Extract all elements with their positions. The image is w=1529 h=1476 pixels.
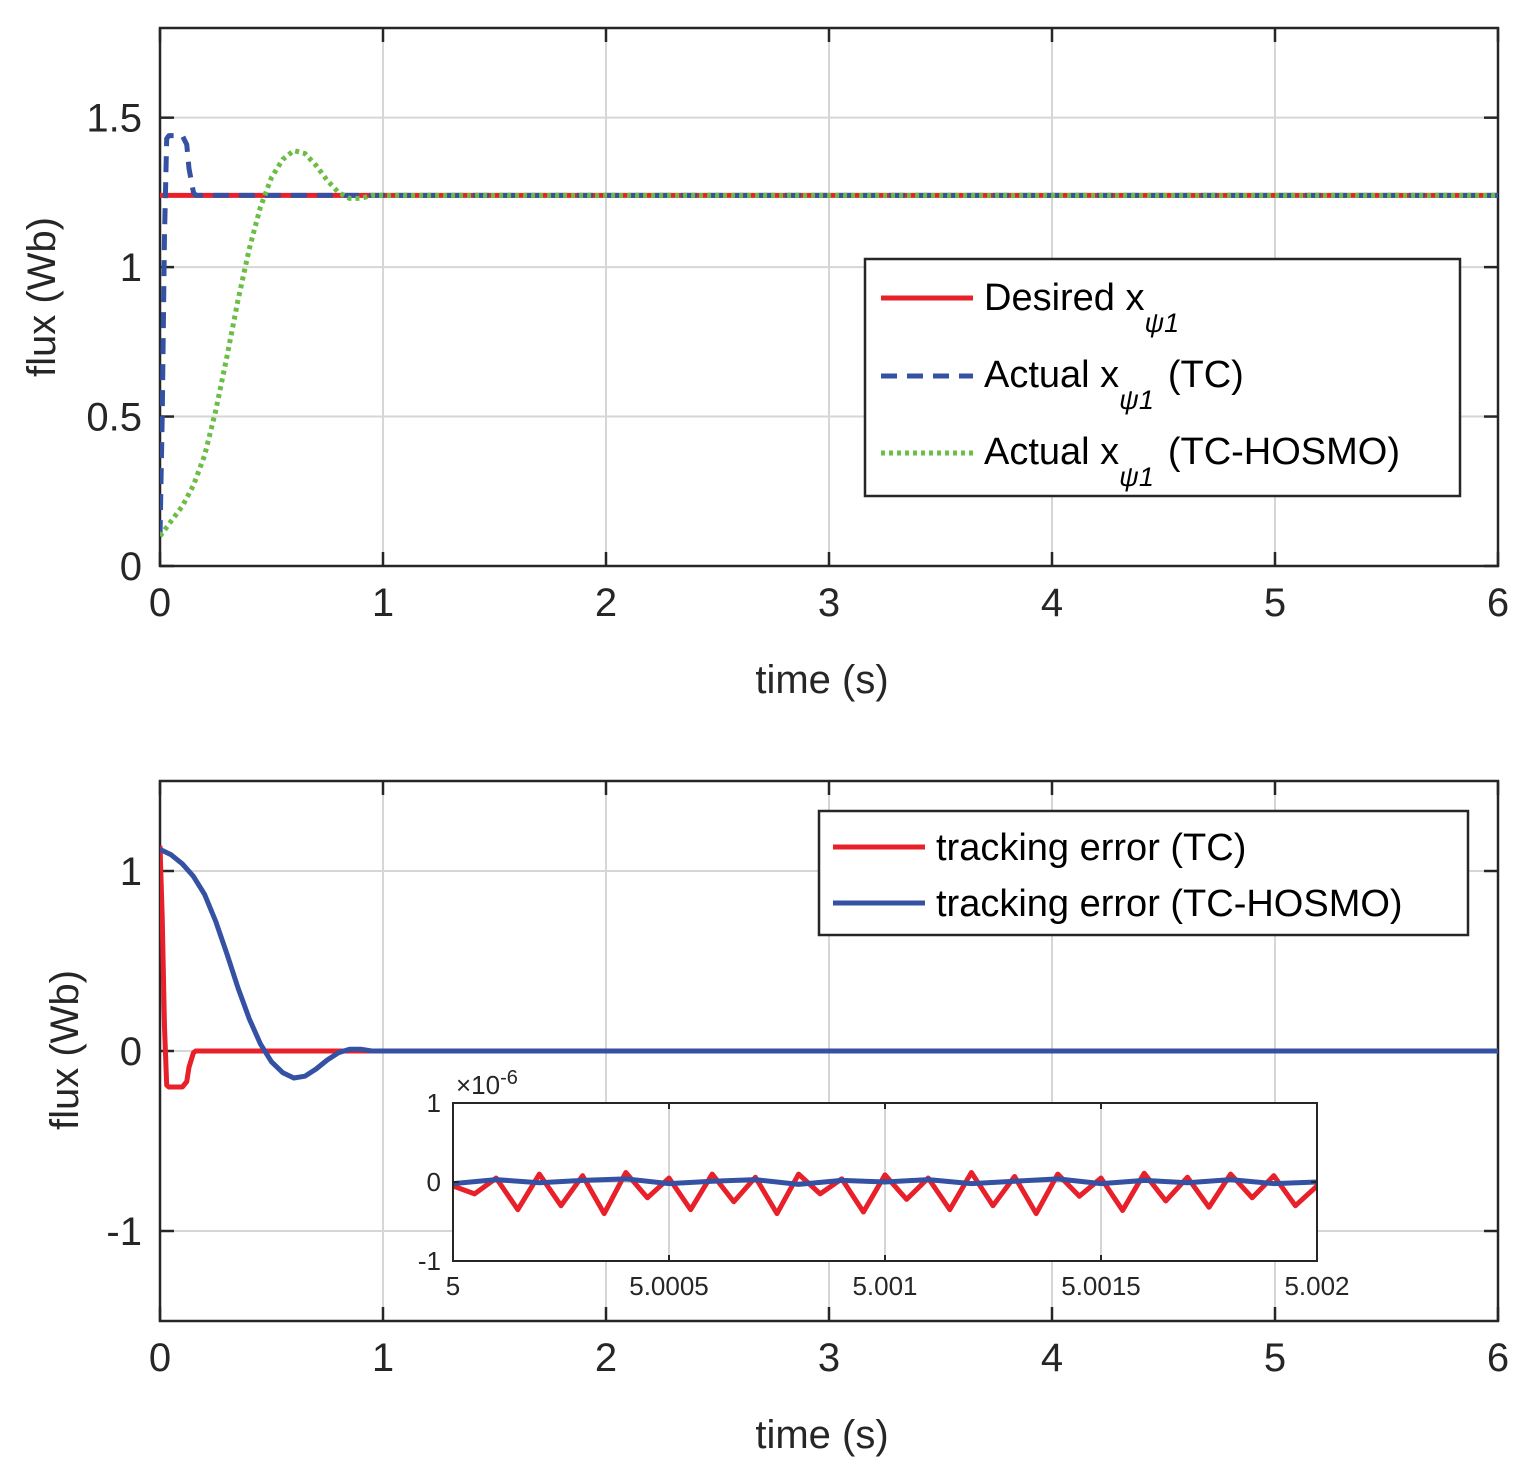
inset-xtick-label-3: 5.0015 <box>1061 1271 1141 1301</box>
inset-exponent-base: ×10 <box>456 1070 500 1100</box>
top-chart-xlabel: time (s) <box>755 658 888 702</box>
inset-xtick-label-2: 5.001 <box>852 1271 917 1301</box>
bottom-chart-xtick-label-4: 4 <box>1041 1336 1063 1380</box>
bottom-chart-legend: tracking error (TC) tracking error (TC-H… <box>817 809 1470 937</box>
bottom-chart-ticks: 0 1 2 3 4 5 6 -1 0 1 <box>106 781 1509 1380</box>
legend-entry-actual-tc-suffix: (TC) <box>1168 354 1244 396</box>
top-chart-ylabel: flux (Wb) <box>20 217 64 377</box>
bottom-chart-xtick-label-6: 6 <box>1487 1336 1509 1380</box>
bottom-chart-series-tracking-error-tc <box>160 845 1498 1090</box>
inset-ytick-label-1: 0 <box>427 1167 441 1197</box>
bottom-chart-ytick-label-0: -1 <box>106 1210 142 1254</box>
inset-chart: 5 5.0005 5.001 5.0015 5.002 -1 0 1 ×10-6 <box>418 1067 1350 1301</box>
legend-entry-desired-main: Desired x <box>984 277 1145 319</box>
top-chart: 0 1 2 3 4 5 6 0 0.5 1 1.5 time (s) flux (Wb) Desir… <box>20 26 1509 702</box>
inset-xtick-label-1: 5.0005 <box>629 1271 709 1301</box>
legend-entry-actual-tc-hosmo: Actual xψ1 (TC-HOSMO) <box>984 431 1400 492</box>
inset-series-tracking-error-tc <box>453 1170 1317 1217</box>
top-chart-xtick-label-0: 0 <box>149 581 171 625</box>
legend-entry-actual-tc-hosmo-main: Actual x <box>984 431 1119 473</box>
legend-entry-actual-tc-main: Actual x <box>984 354 1119 396</box>
inset-ytick-label-0: -1 <box>418 1246 441 1276</box>
bottom-chart: 0 1 2 3 4 5 6 -1 0 1 time (s) flux (Wb) tracking … <box>43 779 1509 1457</box>
top-chart-ticks: 0 1 2 3 4 5 6 0 0.5 1 1.5 <box>86 28 1509 625</box>
top-chart-xtick-label-3: 3 <box>818 581 840 625</box>
top-chart-ytick-label-1: 0.5 <box>86 396 142 440</box>
top-chart-xtick-label-4: 4 <box>1041 581 1063 625</box>
top-chart-xtick-label-1: 1 <box>372 581 394 625</box>
legend-entry-actual-tc: Actual xψ1 (TC) <box>984 354 1244 415</box>
top-chart-xtick-label-6: 6 <box>1487 581 1509 625</box>
top-chart-xtick-label-2: 2 <box>595 581 617 625</box>
bottom-chart-xtick-label-1: 1 <box>372 1336 394 1380</box>
top-chart-legend: Desired xψ1 Actual xψ1(TC) Actual xψ1(TC… <box>863 257 1462 498</box>
bottom-chart-ytick-label-2: 1 <box>120 850 142 894</box>
top-chart-ytick-label-0: 0 <box>120 545 142 589</box>
top-chart-series <box>160 133 1498 538</box>
legend-entry-actual-tc-hosmo-suffix: (TC-HOSMO) <box>1168 431 1400 473</box>
inset-xtick-label-4: 5.002 <box>1284 1271 1349 1301</box>
bottom-chart-legend-box <box>817 809 1470 937</box>
inset-ticks: 5 5.0005 5.001 5.0015 5.002 -1 0 1 <box>418 1088 1350 1301</box>
bottom-chart-series-tracking-error-tc-hosmo <box>160 847 1498 1081</box>
top-chart-ytick-label-2: 1 <box>120 246 142 290</box>
legend-entry-error-tc: tracking error (TC) <box>936 827 1246 869</box>
bottom-chart-ylabel: flux (Wb) <box>43 970 87 1130</box>
legend-entry-error-tc-hosmo: tracking error (TC-HOSMO) <box>936 883 1403 925</box>
top-chart-series-actual-x-1-tc <box>160 133 1498 537</box>
bottom-chart-xtick-label-5: 5 <box>1264 1336 1286 1380</box>
legend-entry-actual-tc-sub: ψ1 <box>1119 385 1154 415</box>
bottom-chart-xtick-label-0: 0 <box>149 1336 171 1380</box>
top-chart-ytick-label-3: 1.5 <box>86 97 142 141</box>
inset-exponent-label: ×10-6 <box>456 1067 518 1100</box>
bottom-chart-xtick-label-3: 3 <box>818 1336 840 1380</box>
bottom-chart-series <box>160 845 1498 1090</box>
bottom-chart-ytick-label-1: 0 <box>120 1030 142 1074</box>
bottom-chart-xlabel: time (s) <box>755 1413 888 1457</box>
inset-exponent-power: -6 <box>500 1067 518 1089</box>
legend-entry-actual-tc-hosmo-sub: ψ1 <box>1119 462 1154 492</box>
inset-xtick-label-0: 5 <box>446 1271 460 1301</box>
legend-entry-desired: Desired xψ1 <box>984 277 1179 338</box>
legend-entry-desired-sub: ψ1 <box>1145 308 1180 338</box>
inset-ytick-label-2: 1 <box>427 1088 441 1118</box>
inset-series-tracking-error-tc-hosmo <box>453 1176 1317 1187</box>
bottom-chart-xtick-label-2: 2 <box>595 1336 617 1380</box>
inset-series <box>453 1170 1317 1217</box>
top-chart-xtick-label-5: 5 <box>1264 581 1286 625</box>
